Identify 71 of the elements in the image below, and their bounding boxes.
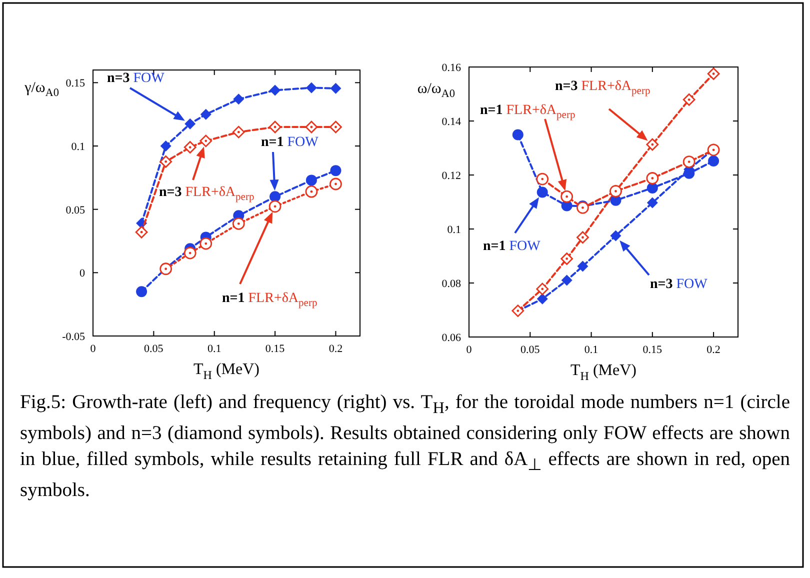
point [536,186,548,198]
x-tick-label: 0 [90,343,96,355]
y-tick-label: 0.1 [71,141,85,153]
point [160,140,172,152]
point [305,185,318,198]
y-axis-title: γ/ω$_{A0}$ [24,80,60,100]
point [561,274,572,286]
x-tick-label: 0.15 [265,343,286,355]
x-tick-label: 0.1 [207,343,222,355]
annotation: n=1 FLR+δA$_{perp}$ [222,291,318,310]
annotation: n=1 FOW [483,239,542,254]
point [330,165,342,176]
point [200,108,212,120]
point [646,182,658,194]
point [536,172,549,186]
point [330,82,342,94]
x-tick-label: 0.1 [584,344,598,356]
point [232,126,245,138]
point [682,156,696,168]
point [708,155,720,166]
x-axis-title: T$_{H}$ (MeV) [194,361,260,382]
point [136,286,148,298]
point [184,141,196,154]
y-tick-label: 0 [80,268,86,280]
x-tick-label: 0.2 [328,343,343,355]
point [707,68,720,80]
point [610,230,622,242]
y-tick-label: 0.05 [66,204,86,216]
point [233,94,244,105]
y-tick-label: 0.08 [442,278,462,290]
point [560,190,574,203]
point [536,293,548,304]
x-tick-label: 0.05 [520,344,540,356]
point [610,185,622,198]
annotation: n=1 FOW [261,135,320,150]
point [512,129,524,140]
annotation: n=3 FLR+δA$_{perp}$ [159,185,254,204]
point [270,84,281,96]
point [270,191,281,202]
x-axis-title: T$_{H}$ (MeV) [570,362,636,383]
point [576,231,589,244]
point [160,155,172,168]
x-tick-label: 0.05 [144,343,164,355]
point [306,82,317,94]
y-tick-label: -0.05 [62,331,86,343]
y-tick-label: 0.16 [442,62,462,74]
point [646,197,658,208]
point [646,172,659,184]
y-tick-label: 0.12 [442,170,461,182]
y-tick-label: 0.14 [442,116,462,128]
point [330,178,342,190]
point [200,237,212,250]
point [330,120,342,134]
annotation: n=1 FLR+δA$_{perp}$ [480,103,576,122]
point [184,118,196,130]
point [577,260,588,272]
point [306,174,317,186]
x-tick-label: 0 [466,344,472,356]
annotation: n=3 FOW [107,71,166,86]
annotation: n=3 FLR+δA$_{perp}$ [555,79,650,98]
x-tick-label: 0.2 [706,344,720,356]
text: Fig.5: Growth-rate (left) and frequency (right) vs. T$_{H}$, for the toroidal mode numbers n=1 (circle symbols) and n=3 (diamond symbols). Results obtained considering only FOW effects are shown in blue, filled symbols, while results retaining full FLR and δA$_{⊥}$ effects are shown in red, open symbols. [20,392,790,501]
y-tick-label: 0.15 [66,78,86,90]
point [268,200,282,213]
point [232,217,245,230]
y-tick-label: 0.1 [447,224,461,236]
x-tick-label: 0.15 [642,344,663,356]
y-tick-label: 0.06 [442,332,462,344]
point [184,246,196,260]
y-axis-title: ω/ω$_{A0}$ [417,81,456,100]
annotation: n=3 FOW [650,277,708,292]
